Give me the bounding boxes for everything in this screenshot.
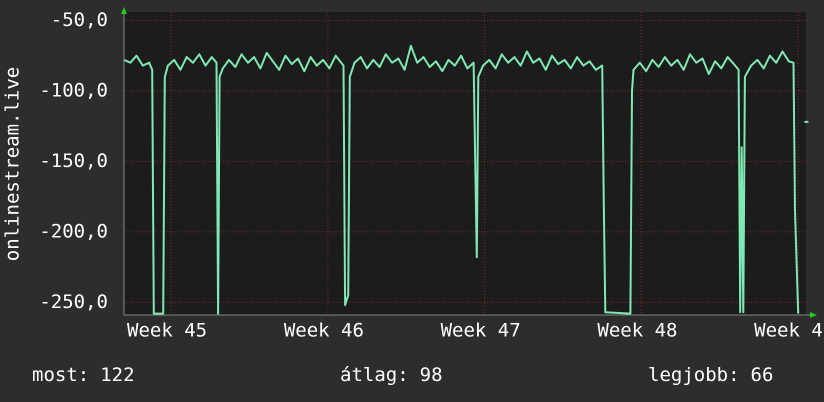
stat: most: 122 xyxy=(32,364,135,386)
stat-value: 66 xyxy=(751,364,774,386)
stat: legjobb: 66 xyxy=(648,364,773,386)
labels: -50,0 -100,0 -150,0 -200,0 -250,0 Week 45 Week… xyxy=(32,9,823,386)
marks xyxy=(123,44,809,315)
stat: átlag: 98 xyxy=(340,364,443,386)
plot-area xyxy=(124,12,806,315)
x-arrow xyxy=(810,312,817,318)
x-tick-label: Week 4 xyxy=(754,320,823,342)
grid xyxy=(124,12,806,315)
x-tick-label: Week 47 xyxy=(441,320,521,342)
data-line xyxy=(123,44,809,315)
stat-label: most: xyxy=(32,364,89,386)
stat-value: 122 xyxy=(100,364,134,386)
y-tick-label: -200,0 xyxy=(39,220,108,242)
y-tick-label: -150,0 xyxy=(39,150,108,172)
stat-value: 98 xyxy=(420,364,443,386)
y-tick-label: -250,0 xyxy=(39,291,108,313)
stat-label: átlag: xyxy=(340,364,409,386)
x-tick-label: Week 48 xyxy=(597,320,677,342)
y-tick-label: -100,0 xyxy=(39,79,108,101)
stat-label: legjobb: xyxy=(648,364,740,386)
y-arrow xyxy=(121,7,127,14)
x-tick-label: Week 46 xyxy=(284,320,364,342)
y-axis-label: onlinestream.live xyxy=(2,67,24,261)
y-tick-label: -50,0 xyxy=(51,9,108,31)
x-tick-label: Week 45 xyxy=(127,320,207,342)
